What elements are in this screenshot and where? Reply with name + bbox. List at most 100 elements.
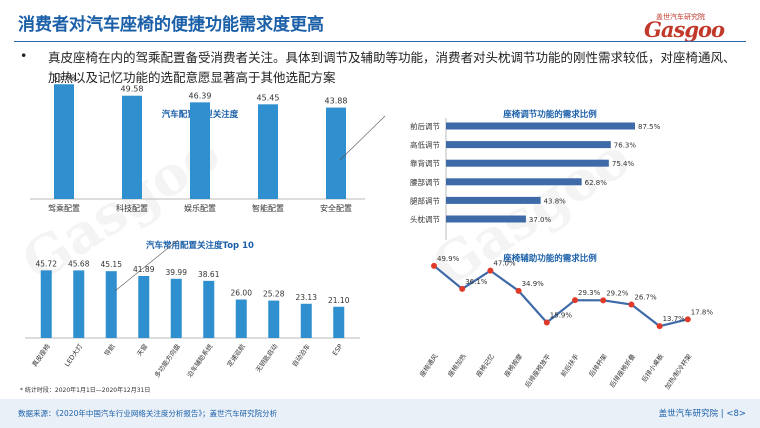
data-point [600, 297, 607, 304]
data-label: 37.0% [529, 216, 552, 224]
data-label: 26.00 [231, 289, 253, 298]
logo-cn: 盖世汽车研究院 [656, 13, 705, 21]
data-label: 75.4% [612, 160, 635, 168]
logo-en: Gasgoo [644, 17, 725, 42]
bar [40, 270, 52, 338]
bar [268, 300, 280, 338]
data-label: 46.39 [189, 91, 212, 100]
category-label: 自动泊车 [290, 342, 313, 369]
data-label: 23.13 [296, 293, 318, 302]
data-label: 55.08 [53, 73, 76, 82]
data-point [459, 285, 466, 292]
category-label: 驾乘配置 [48, 203, 80, 213]
category-label: 多功能方向盘 [152, 342, 182, 380]
category-label: LED大灯 [62, 342, 84, 369]
category-label: 真皮座椅 [30, 342, 53, 369]
category-label: 后排座椅折叠 [607, 352, 637, 390]
data-label: 49.9% [437, 255, 460, 263]
category-label: 天窗 [135, 342, 150, 358]
footer-bar [0, 399, 760, 428]
category-label: 加热/制冷杯架 [662, 352, 693, 391]
chart-title-top10: 汽车常用配置关注度Top 10 [146, 241, 254, 251]
category-label: 导航 [102, 342, 117, 358]
bar [73, 270, 85, 338]
summary-paragraph: 真皮座椅在内的驾乘配置备受消费者关注。具体到调节及辅助等功能，消费者对头枕调节功… [48, 50, 736, 85]
bar [446, 159, 609, 167]
data-point [572, 297, 578, 304]
bar [203, 280, 215, 338]
data-label: 21.10 [328, 296, 350, 305]
category-label: 科技配置 [116, 203, 148, 213]
bar [446, 178, 582, 186]
data-source: 数据来源：《2020年中国汽车行业网络关注度分析报告》；盖世汽车研究院分析 [18, 409, 278, 418]
data-label: 49.58 [121, 85, 144, 94]
data-point [431, 262, 437, 269]
bar [54, 84, 74, 199]
data-label: 45.72 [36, 259, 58, 268]
category-label: ESP [331, 342, 345, 357]
chart-title-seat-adjust: 座椅调节功能的需求比例 [503, 110, 597, 120]
bar [446, 141, 611, 149]
data-label: 29.3% [578, 289, 601, 297]
data-label: 36.1% [465, 278, 488, 286]
data-label: 62.8% [585, 179, 608, 187]
page-number: 盖世汽车研究院 | <8> [658, 409, 746, 419]
data-point [487, 267, 494, 274]
title-divider [14, 41, 746, 42]
category-label: 座椅通风 [417, 352, 440, 379]
data-label: 25.28 [263, 290, 285, 299]
data-point [656, 323, 663, 330]
chart-title-seat-assist: 座椅辅助功能的需求比例 [503, 254, 597, 264]
data-label: 34.9% [522, 280, 545, 288]
data-label: 43.88 [325, 97, 348, 106]
data-label: 39.99 [166, 268, 188, 277]
category-label: 腰部调节 [410, 177, 440, 187]
decor-line [114, 239, 179, 292]
gasgoo-logo: 盖世汽车研究院 Gasgoo [636, 12, 746, 46]
bar [105, 271, 117, 338]
series-line [433, 264, 689, 328]
category-label: 靠背调节 [410, 158, 440, 168]
page-title: 消费者对汽车座椅的便捷功能需求度更高 [18, 15, 324, 35]
bar [122, 95, 142, 199]
category-label: 腿部调节 [410, 195, 440, 205]
bar [446, 215, 526, 223]
data-point [628, 301, 635, 308]
bar [235, 299, 247, 338]
data-label: 47.0% [493, 260, 516, 268]
category-label: 头枕调节 [410, 214, 440, 224]
data-label: 13.7% [663, 315, 686, 323]
decor-line [339, 115, 386, 161]
data-point [515, 287, 522, 294]
data-label: 76.3% [614, 142, 637, 150]
bar [138, 276, 150, 338]
category-label: 前后调节 [410, 121, 440, 131]
category-label: 智能配置 [252, 203, 284, 213]
category-label: 安全配置 [320, 203, 352, 213]
data-label: 43.8% [544, 197, 567, 205]
stat-period-note: * 统计时段：2020年1月1日—2020年12月31日 [20, 387, 151, 394]
bar [170, 278, 182, 338]
category-label: 后排座椅放平 [523, 352, 553, 390]
category-label: 定速巡航 [225, 342, 248, 369]
bar [258, 104, 278, 199]
bar [446, 122, 635, 130]
category-label: 前后扶手 [558, 352, 581, 379]
category-label: 无钥匙启动 [253, 342, 279, 374]
data-label: 15.9% [550, 312, 573, 320]
data-label: 41.89 [133, 265, 155, 274]
data-label: 29.2% [606, 289, 629, 297]
data-label: 45.68 [68, 259, 90, 268]
bar [326, 107, 346, 199]
data-label: 45.45 [257, 93, 280, 102]
data-label: 38.61 [198, 270, 220, 279]
data-point [684, 316, 691, 323]
bullet-mark: • [20, 48, 28, 63]
category-label: 娱乐配置 [184, 203, 216, 213]
bar [446, 196, 541, 204]
category-label: 后排小桌板 [639, 352, 665, 384]
category-label: 后排杯架 [587, 352, 610, 379]
bar [300, 303, 312, 338]
bar [333, 306, 345, 338]
